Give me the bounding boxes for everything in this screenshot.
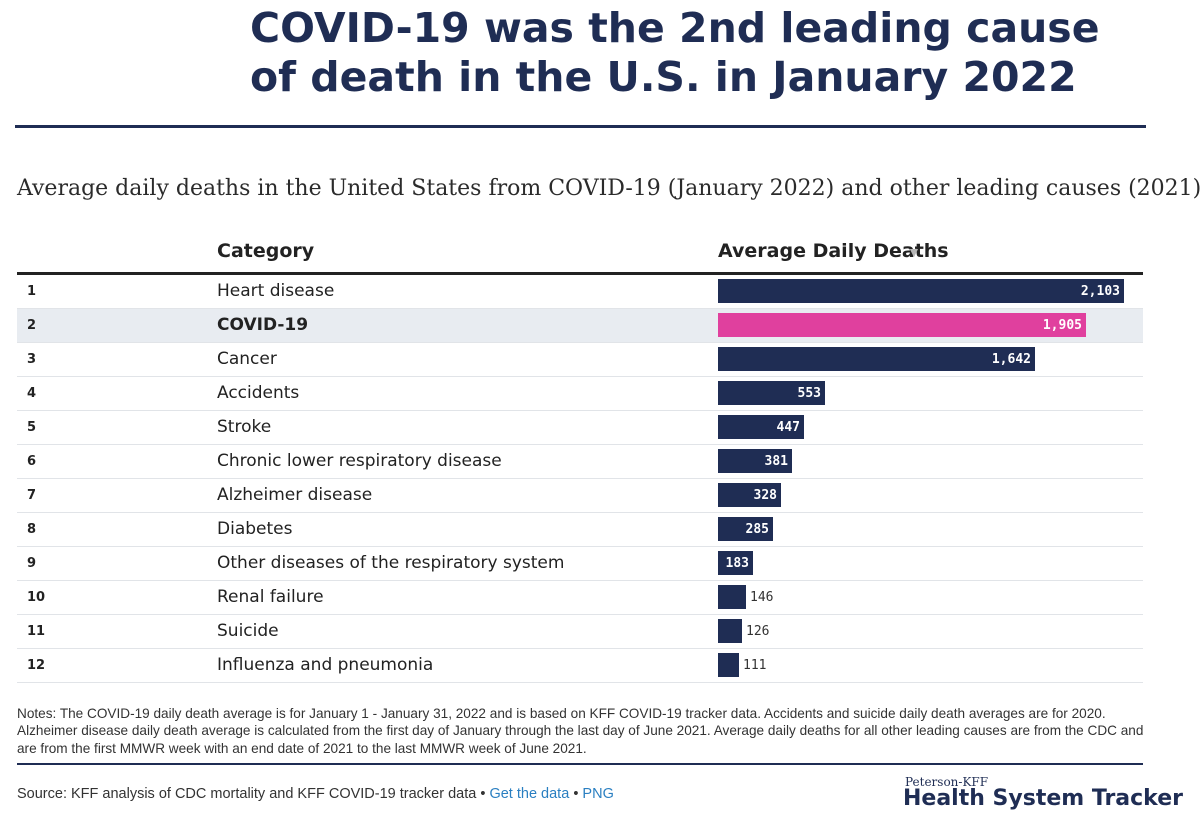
- row-rank: 12: [27, 658, 46, 673]
- png-link[interactable]: PNG: [582, 786, 614, 802]
- brand-org: Peterson-KFF: [905, 775, 989, 789]
- row-category: Heart disease: [217, 281, 335, 301]
- bar: [718, 551, 753, 575]
- row-category: COVID-19: [217, 315, 309, 335]
- table-row: 7 Alzheimer disease 328: [17, 479, 1143, 513]
- table-row: 5 Stroke 447: [17, 411, 1143, 445]
- bar: [718, 347, 1035, 371]
- get-the-data-link[interactable]: Get the data: [489, 786, 570, 802]
- table-row: 11 Suicide 126: [17, 615, 1143, 649]
- headline: COVID-19 was the 2nd leading cause of de…: [250, 4, 1100, 102]
- brand-logo[interactable]: Health System Tracker: [903, 786, 1183, 811]
- bar: [718, 449, 792, 473]
- bar-value-label: 1,905: [1042, 318, 1082, 333]
- table-row: 2 COVID-19 1,905: [17, 309, 1143, 343]
- row-category: Influenza and pneumonia: [217, 655, 434, 675]
- bar-value-label: 1,642: [991, 352, 1031, 367]
- row-category: Suicide: [217, 621, 279, 641]
- row-rank: 2: [27, 318, 37, 333]
- bar: [718, 483, 781, 507]
- bar: [718, 619, 742, 643]
- row-category: Other diseases of the respiratory system: [217, 553, 565, 573]
- bar: [718, 517, 773, 541]
- row-rank: 10: [27, 590, 46, 605]
- bar-value-label: 553: [797, 386, 821, 401]
- table-row: 3 Cancer 1,642: [17, 343, 1143, 377]
- source-text: Source: KFF analysis of CDC mortality an…: [17, 786, 477, 802]
- column-header-category[interactable]: Category: [217, 240, 315, 262]
- row-category: Stroke: [217, 417, 272, 437]
- bar-value-label: 183: [725, 556, 749, 571]
- source-separator: •: [573, 786, 579, 802]
- bar: [718, 585, 746, 609]
- headline-line-2: of death in the U.S. in January 2022: [250, 53, 1077, 101]
- row-category: Diabetes: [217, 519, 293, 539]
- row-rank: 9: [27, 556, 37, 571]
- row-category: Chronic lower respiratory disease: [217, 451, 502, 471]
- row-category: Accidents: [217, 383, 300, 403]
- bar: [718, 415, 804, 439]
- bar-value-label: 285: [745, 522, 769, 537]
- row-category: Renal failure: [217, 587, 324, 607]
- bar-value-label: 2,103: [1080, 284, 1120, 299]
- table-row: 8 Diabetes 285: [17, 513, 1143, 547]
- chart-notes: Notes: The COVID-19 daily death average …: [17, 706, 1144, 756]
- chart-title: Average daily deaths in the United State…: [17, 176, 1200, 201]
- table-row: 4 Accidents 553: [17, 377, 1143, 411]
- row-category: Cancer: [217, 349, 277, 369]
- bar-value-label: 111: [743, 658, 767, 673]
- row-rank: 4: [27, 386, 37, 401]
- bar-value-label: 447: [776, 420, 800, 435]
- row-rank: 1: [27, 284, 37, 299]
- row-rank: 11: [27, 624, 46, 639]
- source-line: Source: KFF analysis of CDC mortality an…: [17, 786, 614, 802]
- bar-value-label: 328: [753, 488, 777, 503]
- row-rank: 3: [27, 352, 37, 367]
- footer-divider: [17, 763, 1143, 765]
- table-row: 9 Other diseases of the respiratory syste…: [17, 547, 1143, 581]
- row-category: Alzheimer disease: [217, 485, 373, 505]
- bar-value-label: 126: [746, 624, 770, 639]
- row-rank: 8: [27, 522, 37, 537]
- table-row: 6 Chronic lower respiratory disease 381: [17, 445, 1143, 479]
- bar: [718, 313, 1086, 337]
- sort-descending-icon[interactable]: ▼: [907, 244, 921, 260]
- bar: [718, 279, 1124, 303]
- title-divider: [15, 125, 1146, 128]
- header-divider: [17, 272, 1143, 275]
- table-row: 12 Influenza and pneumonia 111: [17, 649, 1143, 683]
- headline-line-1: COVID-19 was the 2nd leading cause: [250, 4, 1100, 52]
- bar: [718, 653, 739, 677]
- row-rank: 5: [27, 420, 37, 435]
- row-rank: 7: [27, 488, 37, 503]
- column-header-average-daily-deaths[interactable]: Average Daily Deaths: [718, 240, 949, 262]
- bar-value-label: 146: [750, 590, 774, 605]
- row-rank: 6: [27, 454, 37, 469]
- bar: [718, 381, 825, 405]
- table-row: 1 Heart disease 2,103: [17, 275, 1143, 309]
- source-separator: •: [480, 786, 486, 802]
- bar-value-label: 381: [764, 454, 788, 469]
- table-row: 10 Renal failure 146: [17, 581, 1143, 615]
